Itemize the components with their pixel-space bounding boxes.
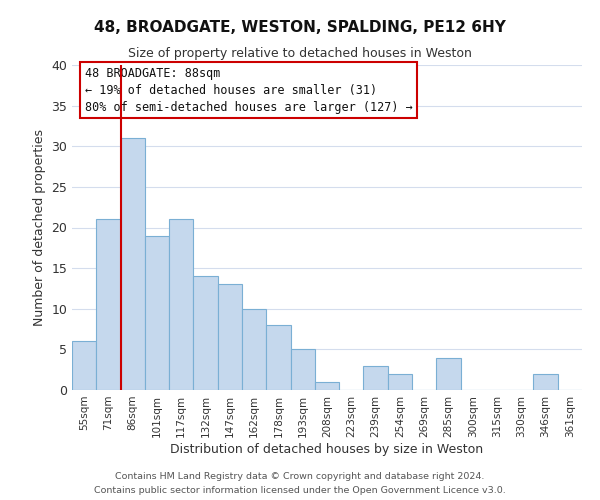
Bar <box>169 220 193 390</box>
Bar <box>533 374 558 390</box>
Text: 48, BROADGATE, WESTON, SPALDING, PE12 6HY: 48, BROADGATE, WESTON, SPALDING, PE12 6H… <box>94 20 506 35</box>
Bar <box>364 366 388 390</box>
Bar <box>72 341 96 390</box>
Bar <box>290 350 315 390</box>
Text: Contains public sector information licensed under the Open Government Licence v3: Contains public sector information licen… <box>94 486 506 495</box>
Y-axis label: Number of detached properties: Number of detached properties <box>33 129 46 326</box>
Bar <box>315 382 339 390</box>
Bar <box>193 276 218 390</box>
Bar <box>96 220 121 390</box>
Bar <box>436 358 461 390</box>
Bar <box>266 325 290 390</box>
Bar <box>242 308 266 390</box>
Bar <box>388 374 412 390</box>
Bar <box>218 284 242 390</box>
Text: Size of property relative to detached houses in Weston: Size of property relative to detached ho… <box>128 48 472 60</box>
Text: 48 BROADGATE: 88sqm
← 19% of detached houses are smaller (31)
80% of semi-detach: 48 BROADGATE: 88sqm ← 19% of detached ho… <box>85 66 412 114</box>
Text: Contains HM Land Registry data © Crown copyright and database right 2024.: Contains HM Land Registry data © Crown c… <box>115 472 485 481</box>
X-axis label: Distribution of detached houses by size in Weston: Distribution of detached houses by size … <box>170 442 484 456</box>
Bar <box>121 138 145 390</box>
Bar <box>145 236 169 390</box>
